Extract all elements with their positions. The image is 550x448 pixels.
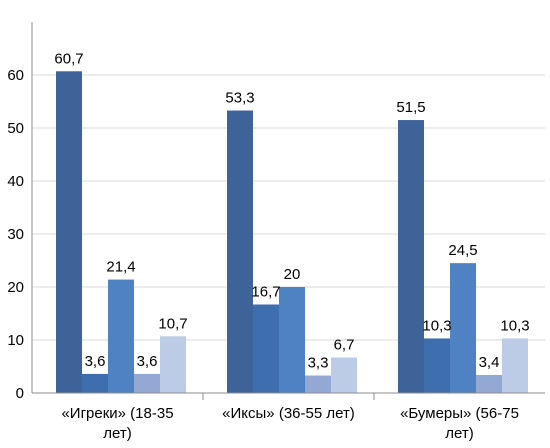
bar-series-1-cat-2 <box>227 110 253 393</box>
data-label: 24,5 <box>448 242 477 259</box>
bar-series-1-cat-3 <box>398 120 424 394</box>
data-label: 3,6 <box>137 353 158 370</box>
data-label: 60,7 <box>54 50 83 67</box>
data-label: 51,5 <box>396 99 425 116</box>
y-tick-label: 20 <box>7 279 24 296</box>
x-category-label: лет) <box>103 425 131 442</box>
data-label: 6,7 <box>334 336 355 353</box>
data-label: 21,4 <box>106 259 135 276</box>
x-category-label: лет) <box>445 425 473 442</box>
y-tick-label: 60 <box>7 67 24 84</box>
y-tick-label: 30 <box>7 226 24 243</box>
data-label: 10,7 <box>158 315 187 332</box>
data-label: 3,3 <box>308 355 329 372</box>
bar-series-3-cat-1 <box>108 279 134 393</box>
bars <box>56 71 528 394</box>
bar-series-1-cat-1 <box>56 71 82 393</box>
data-label: 20 <box>284 266 301 283</box>
data-label: 3,4 <box>479 354 500 371</box>
bar-series-4-cat-2 <box>305 375 331 393</box>
data-label: 3,6 <box>85 353 106 370</box>
data-labels: 60,7 3,6 21,4 3,6 10,7 53,3 16,720 3,3 6,7 51,5 10… <box>54 50 529 371</box>
y-tick-label: 40 <box>7 173 24 190</box>
y-tick-label: 50 <box>7 120 24 137</box>
bar-series-5-cat-3 <box>502 338 528 393</box>
bar-series-2-cat-1 <box>82 373 108 393</box>
data-label: 10,3 <box>500 317 529 334</box>
y-tick-label: 0 <box>16 385 24 402</box>
y-tick-label: 10 <box>7 332 24 349</box>
x-category-label: «Игреки» (18-35 <box>61 405 173 422</box>
bar-series-5-cat-2 <box>331 357 357 393</box>
bar-series-5-cat-1 <box>160 336 186 393</box>
bar-series-4-cat-1 <box>134 373 160 393</box>
bar-series-2-cat-3 <box>424 338 450 393</box>
axes <box>31 22 545 400</box>
bar-series-3-cat-2 <box>279 287 305 393</box>
x-category-label: «Иксы» (36-55 лет) <box>222 405 355 422</box>
data-label: 53,3 <box>225 90 254 107</box>
bar-series-2-cat-2 <box>253 304 279 393</box>
bar-series-4-cat-3 <box>476 374 502 393</box>
data-label: 16,7 <box>251 283 280 300</box>
data-label: 10,3 <box>422 317 451 334</box>
x-category-label: «Бумеры» (56-75 <box>400 405 519 422</box>
bar-series-3-cat-3 <box>450 263 476 393</box>
tick-labels: 0 10 20 30 40 50 60 «Игреки» (18-35 лет) «Иксы» (… <box>7 67 519 442</box>
